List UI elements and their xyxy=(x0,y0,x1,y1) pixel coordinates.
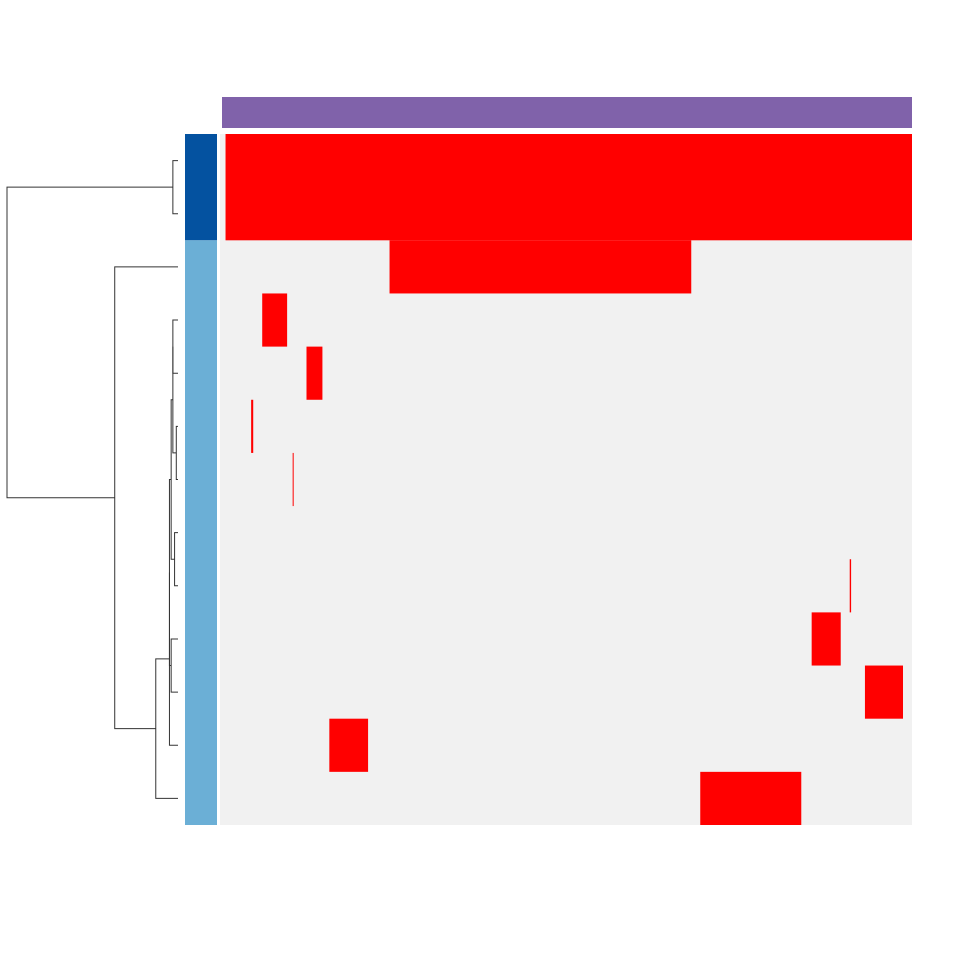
heatmap-block-3 xyxy=(262,293,288,347)
row-dendrogram xyxy=(6,160,178,799)
dendrogram-branch-i xyxy=(168,572,178,746)
row-annotation-bar xyxy=(185,134,217,826)
dendrogram-branch-h xyxy=(168,479,172,667)
heatmap-block-8 xyxy=(811,612,841,666)
dendrogram-branch-b xyxy=(172,319,178,374)
column-annotation-bar xyxy=(222,97,912,128)
heatmap-block-5 xyxy=(251,399,254,453)
heatmap-block-4 xyxy=(306,346,323,400)
column-annotation-cell xyxy=(222,97,912,128)
row-annotation-group-2 xyxy=(185,240,217,826)
heatmap-block-1 xyxy=(225,134,912,241)
heatmap-block-6 xyxy=(292,452,294,507)
heatmap-block-10 xyxy=(329,718,369,772)
dendrogram-branch-g xyxy=(170,638,178,693)
heatmap-block-7 xyxy=(849,559,852,613)
heatmap-block-11 xyxy=(700,771,802,825)
dendrogram-branch-c xyxy=(175,425,178,480)
dendrogram-branch-d xyxy=(172,346,177,454)
heatmap-block-2 xyxy=(389,240,692,294)
heatmap-body xyxy=(220,134,912,825)
row-annotation-group-1 xyxy=(185,134,217,241)
heatmap-block-9 xyxy=(864,665,904,719)
dendrogram-branch-e xyxy=(174,532,178,587)
dendrogram-branch-l xyxy=(6,186,173,499)
dendrogram-branch-j xyxy=(155,658,178,799)
dendrogram-branch-a xyxy=(172,160,178,215)
